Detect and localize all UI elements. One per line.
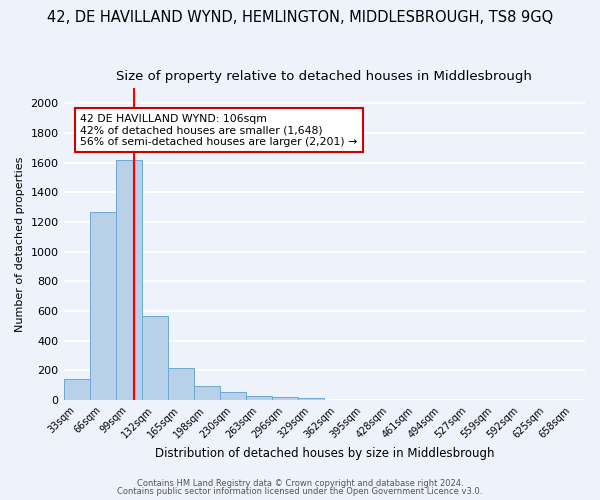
Bar [220, 392, 246, 400]
Bar [298, 398, 324, 400]
Bar [194, 386, 220, 400]
Text: Contains public sector information licensed under the Open Government Licence v3: Contains public sector information licen… [118, 487, 482, 496]
Bar [246, 396, 272, 400]
Bar [64, 380, 89, 400]
Text: Contains HM Land Registry data © Crown copyright and database right 2024.: Contains HM Land Registry data © Crown c… [137, 478, 463, 488]
Bar [116, 160, 142, 400]
Bar [168, 368, 194, 400]
X-axis label: Distribution of detached houses by size in Middlesbrough: Distribution of detached houses by size … [155, 447, 494, 460]
Text: 42 DE HAVILLAND WYND: 106sqm
42% of detached houses are smaller (1,648)
56% of s: 42 DE HAVILLAND WYND: 106sqm 42% of deta… [80, 114, 358, 147]
Bar [142, 316, 168, 400]
Bar [272, 397, 298, 400]
Title: Size of property relative to detached houses in Middlesbrough: Size of property relative to detached ho… [116, 70, 532, 83]
Bar [89, 212, 116, 400]
Y-axis label: Number of detached properties: Number of detached properties [15, 156, 25, 332]
Text: 42, DE HAVILLAND WYND, HEMLINGTON, MIDDLESBROUGH, TS8 9GQ: 42, DE HAVILLAND WYND, HEMLINGTON, MIDDL… [47, 10, 553, 25]
